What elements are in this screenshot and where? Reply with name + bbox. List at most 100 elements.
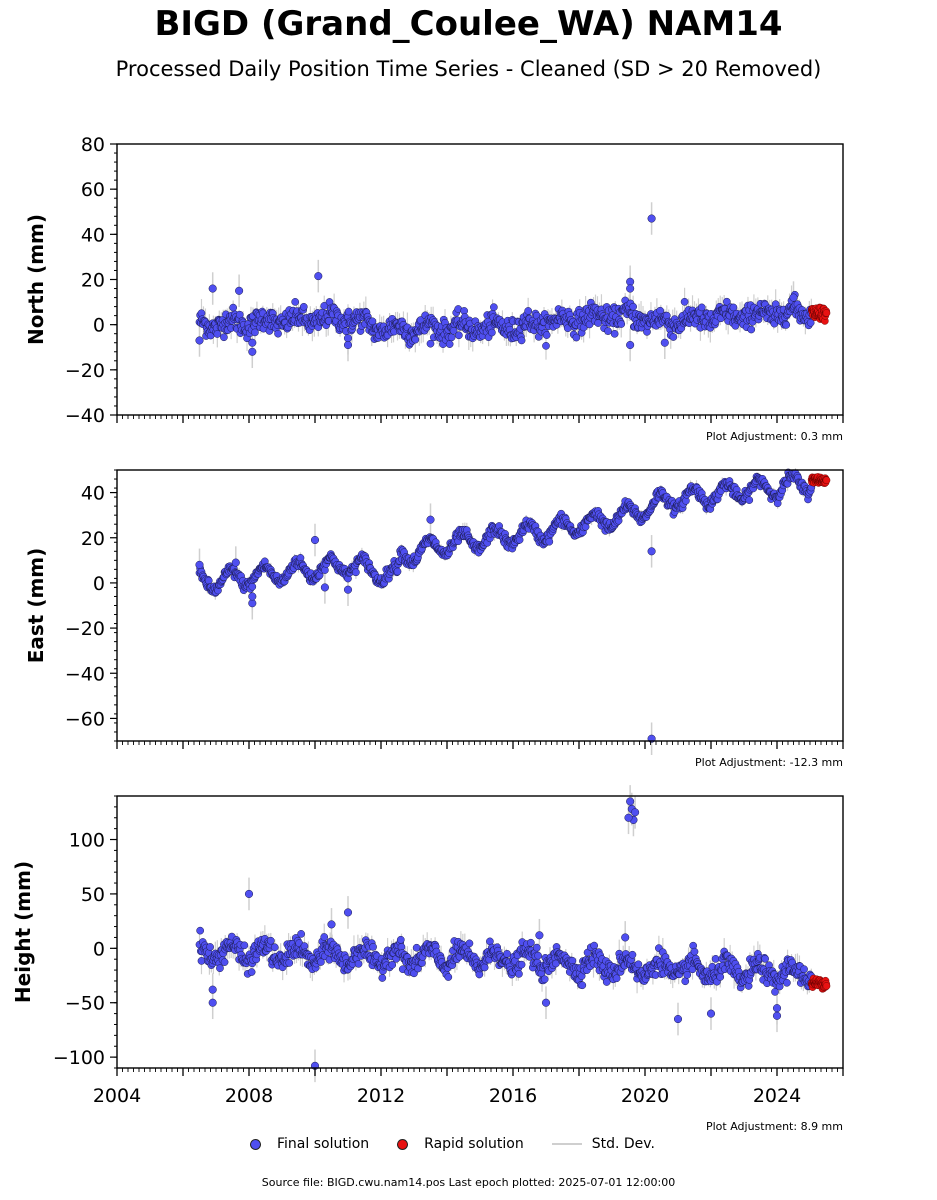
x-tick-label: 2008 — [225, 1085, 273, 1107]
chart-title: BIGD (Grand_Coulee_WA) NAM14 — [154, 4, 783, 44]
final-point — [447, 333, 456, 342]
final-point — [697, 303, 706, 312]
final-point — [320, 583, 329, 592]
final-point — [465, 939, 474, 948]
final-point — [503, 949, 511, 958]
final-point — [624, 813, 633, 822]
final-point — [578, 981, 587, 990]
final-point — [343, 334, 353, 343]
rapid-point — [822, 982, 831, 990]
final-point — [344, 307, 353, 316]
final-point — [490, 303, 498, 311]
final-point — [412, 943, 421, 952]
stddev-bars — [198, 468, 812, 756]
panel-2: −60 −40 −20 0 20 40 East (mm) Plot Adjustment: … — [24, 468, 844, 769]
final-point — [369, 943, 377, 951]
final-point — [216, 964, 224, 973]
final-point — [317, 958, 325, 966]
final-point — [673, 1014, 683, 1024]
final-point — [444, 973, 453, 981]
final-point — [517, 960, 526, 969]
final-point — [729, 303, 738, 312]
final-point — [621, 933, 630, 942]
final-point — [542, 342, 550, 350]
final-point — [274, 329, 282, 338]
final-point — [532, 943, 541, 952]
x-tick-label: 2004 — [93, 1085, 141, 1107]
final-point — [515, 970, 523, 978]
final-point — [204, 576, 213, 585]
final-point — [480, 963, 489, 972]
final-point — [711, 955, 720, 963]
final-point — [568, 956, 577, 965]
final-point — [248, 599, 257, 608]
final-point — [310, 535, 320, 545]
y-tick-label: −20 — [65, 360, 105, 382]
y-tick-label: −40 — [65, 405, 105, 427]
final-point — [590, 941, 599, 950]
legend-rapid-label: Rapid solution — [424, 1136, 524, 1152]
rapid-solution-points — [807, 473, 831, 487]
final-point — [213, 330, 222, 338]
final-point — [235, 286, 244, 295]
final-point — [761, 954, 769, 963]
y-axis-label: North (mm) — [24, 214, 48, 345]
final-point — [706, 1009, 716, 1018]
y-tick-label: 0 — [93, 573, 105, 595]
final-point — [229, 303, 238, 312]
y-tick-label: 60 — [81, 179, 105, 201]
final-point — [197, 957, 206, 965]
y-tick-label: −100 — [53, 1047, 105, 1069]
final-point — [634, 960, 643, 969]
final-point — [526, 938, 535, 947]
final-point — [208, 284, 217, 293]
final-point — [388, 961, 397, 969]
source-footer: Source file: BIGD.cwu.nam14.pos Last epo… — [261, 1176, 676, 1189]
final-point — [604, 327, 612, 335]
final-point — [426, 515, 435, 524]
final-point — [378, 974, 387, 982]
final-point — [628, 950, 637, 959]
x-tick-label: 2020 — [621, 1085, 669, 1107]
final-point — [248, 347, 257, 356]
final-point — [745, 496, 754, 504]
rapid-point — [822, 309, 831, 317]
final-point — [647, 547, 656, 556]
final-point — [285, 959, 294, 967]
y-tick-label: 0 — [93, 315, 105, 337]
final-point — [206, 943, 214, 951]
legend-final-label: Final solution — [277, 1136, 370, 1152]
final-point — [647, 214, 656, 223]
final-point — [208, 998, 217, 1007]
final-point — [248, 582, 257, 591]
chart-subtitle: Processed Daily Position Time Series - C… — [115, 57, 822, 81]
final-point — [220, 333, 228, 342]
legend-stddev: Std. Dev. — [551, 1136, 655, 1152]
axes-frame — [116, 795, 844, 1069]
final-point — [251, 328, 259, 337]
final-point — [297, 930, 305, 938]
final-point — [320, 933, 329, 941]
x-tick-label: 2016 — [489, 1085, 537, 1107]
final-solution-points — [195, 468, 816, 743]
final-point — [248, 592, 257, 601]
final-point — [626, 284, 635, 293]
rapid-solution-points — [807, 303, 831, 325]
x-tick-label: 2012 — [357, 1085, 405, 1107]
final-point — [626, 797, 635, 806]
final-point — [629, 302, 637, 311]
final-point — [680, 297, 689, 306]
panel-1: −40 −20 0 20 40 60 80 North (mm) Plot Adjustment… — [24, 134, 844, 443]
plot-adjustment-note: Plot Adjustment: 0.3 mm — [706, 430, 843, 443]
final-point — [314, 272, 323, 281]
final-point — [782, 321, 791, 329]
final-point — [610, 329, 619, 338]
final-point — [343, 908, 353, 917]
final-point — [800, 965, 808, 974]
final-point — [783, 978, 791, 987]
final-point — [488, 328, 496, 337]
legend-rapid-marker — [397, 1138, 409, 1150]
final-point — [626, 340, 635, 350]
y-axis-label: Height (mm) — [11, 861, 35, 1003]
